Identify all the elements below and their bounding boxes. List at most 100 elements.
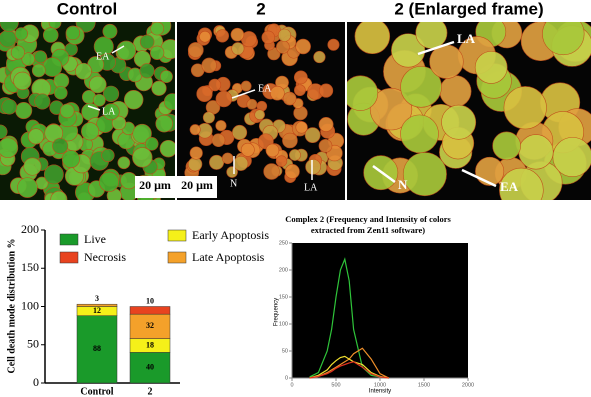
annotation: EA <box>258 83 272 94</box>
cell <box>499 167 544 200</box>
data-label: 40 <box>146 363 154 372</box>
cell <box>208 78 222 92</box>
cell <box>295 121 308 134</box>
annotation: EA <box>500 179 519 194</box>
cell <box>215 90 233 108</box>
cell <box>189 124 201 136</box>
data-label: 18 <box>146 340 154 349</box>
arrow <box>372 164 396 184</box>
x-tick-label: 1000 <box>374 382 386 388</box>
x-tick-label: Control <box>80 386 113 397</box>
cell <box>369 87 413 131</box>
cell <box>233 155 249 171</box>
data-label: 3 <box>95 294 99 303</box>
cell <box>318 117 334 132</box>
cell <box>123 90 144 110</box>
legend-label: Early Apoptosis <box>192 228 269 242</box>
cell <box>265 143 280 158</box>
cell <box>34 93 51 110</box>
cell <box>215 29 229 43</box>
cell <box>276 40 290 54</box>
scale-bar: 20 μm <box>181 178 213 192</box>
cell <box>304 127 321 144</box>
cell <box>15 102 33 120</box>
cell <box>111 115 127 131</box>
cell <box>400 114 439 154</box>
cell <box>23 157 42 176</box>
cell <box>27 128 44 145</box>
cell <box>254 109 265 120</box>
cell <box>53 86 68 100</box>
cell <box>474 51 508 84</box>
panel-title: 2 (Enlarged frame) <box>394 0 543 18</box>
cell <box>246 98 258 110</box>
cell <box>98 171 120 192</box>
cell <box>211 133 226 148</box>
line <box>309 347 390 379</box>
cell <box>277 28 292 42</box>
micrograph <box>177 22 345 200</box>
legend-label: Late Apoptosis <box>192 250 265 264</box>
bar-segment <box>76 303 118 307</box>
legend-label: Necrosis <box>84 250 126 264</box>
cell <box>155 114 173 133</box>
arrow <box>417 40 455 56</box>
cell <box>289 149 301 161</box>
cell <box>17 177 38 198</box>
scale-bar: 20 μm <box>139 178 171 192</box>
panel-title: 2 <box>256 0 265 18</box>
cell <box>50 190 68 200</box>
cell <box>65 25 81 41</box>
cell <box>120 171 138 190</box>
cell <box>81 122 100 141</box>
y-tick-label: 0 <box>33 375 39 389</box>
annotation: LA <box>304 182 318 193</box>
cell <box>305 158 321 175</box>
cell <box>159 139 175 158</box>
cell <box>13 71 32 91</box>
y-tick-label: 250 <box>279 240 288 246</box>
arrows <box>87 40 497 188</box>
cell <box>0 137 19 158</box>
cell <box>439 75 472 108</box>
arrow <box>87 105 101 111</box>
line <box>309 361 389 379</box>
cell <box>215 120 227 132</box>
x-axis-label: Intensity <box>369 389 391 395</box>
cell <box>230 27 245 42</box>
legend-swatch <box>59 233 79 246</box>
cell <box>319 83 334 98</box>
cell <box>0 124 8 140</box>
cell <box>61 150 80 169</box>
cell <box>518 134 554 170</box>
cell <box>275 155 288 167</box>
cell <box>150 22 165 36</box>
cell <box>240 80 252 92</box>
cell <box>149 45 165 60</box>
annotation: LA <box>102 106 116 117</box>
cell <box>0 22 19 32</box>
line <box>309 257 389 379</box>
legend-swatch <box>167 229 187 242</box>
cell <box>92 93 106 107</box>
cell <box>293 70 308 85</box>
cell <box>1 98 18 115</box>
y-axis-label: Frequency <box>274 298 280 326</box>
cell <box>226 166 238 178</box>
cell <box>400 66 442 108</box>
x-tick-label: 2 <box>148 386 153 397</box>
micrographs <box>0 22 591 200</box>
cell <box>160 70 173 83</box>
y-tick-label: 50 <box>27 337 39 351</box>
cell <box>189 146 203 160</box>
x-tick-label: 1500 <box>418 382 430 388</box>
arrow <box>231 89 256 99</box>
cell <box>43 164 64 185</box>
arrow <box>111 45 125 54</box>
cell <box>542 22 585 56</box>
cell <box>187 42 204 58</box>
y-tick-label: 50 <box>282 348 288 354</box>
cell <box>282 91 297 106</box>
